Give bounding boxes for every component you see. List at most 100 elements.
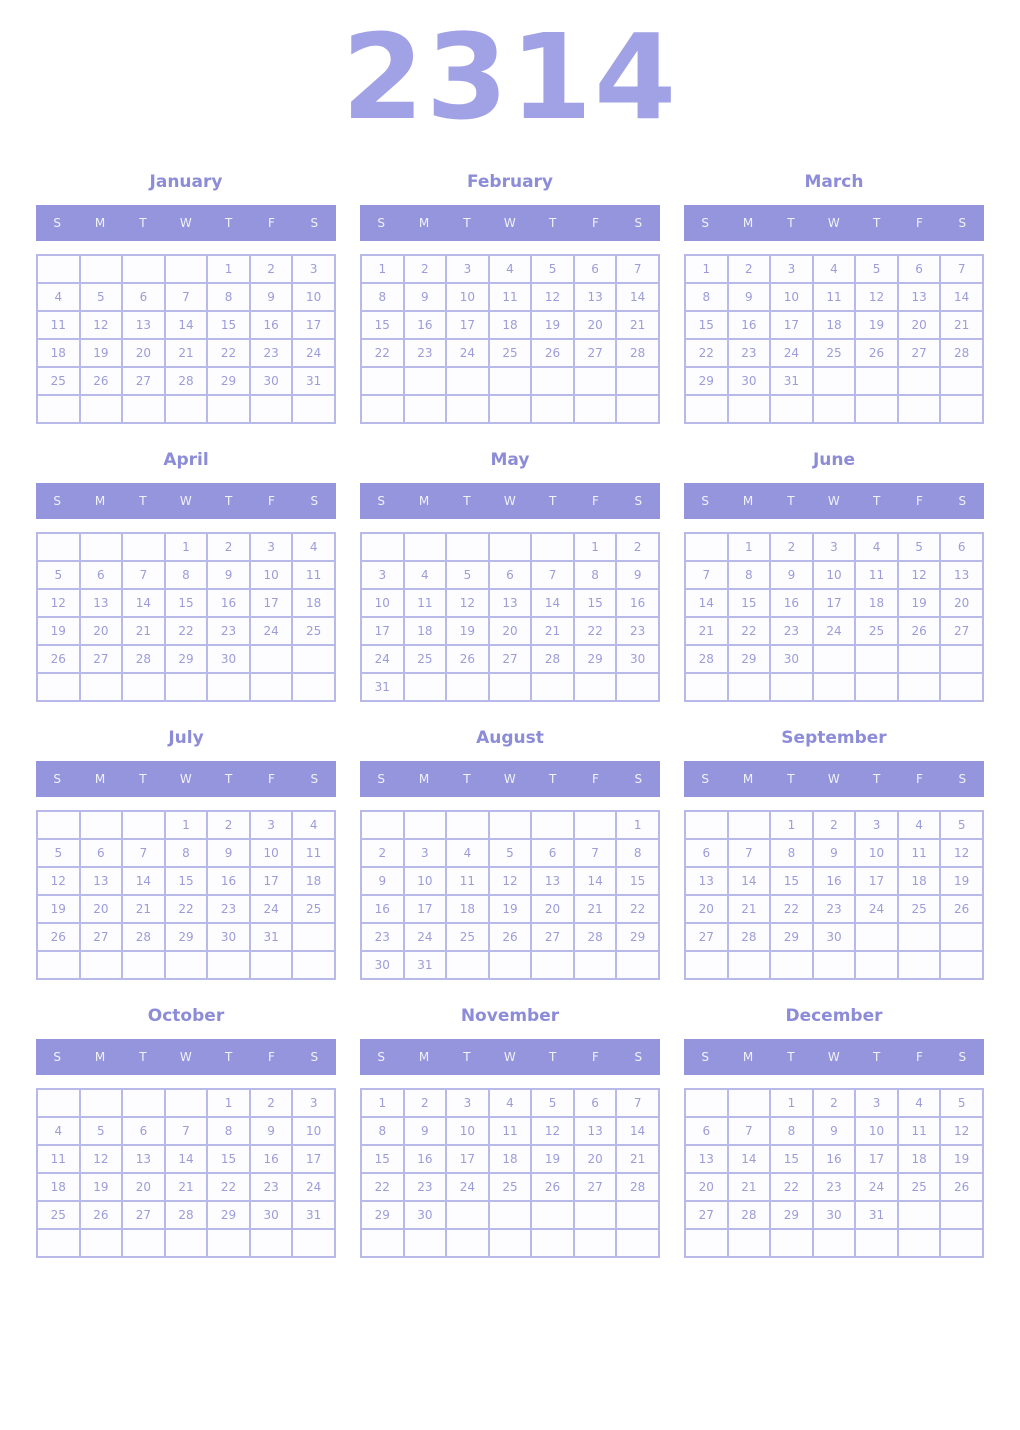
day-cell-empty: [939, 394, 984, 424]
day-cell: 3: [248, 532, 294, 562]
day-cell-empty: [939, 1228, 984, 1258]
day-cell: 26: [36, 922, 81, 952]
weekday-label: M: [94, 1050, 106, 1064]
month-title: May: [490, 450, 530, 470]
day-cell: 4: [36, 282, 81, 312]
day-cell-empty: [78, 672, 124, 702]
weekday-label: W: [503, 772, 517, 786]
day-cell: 5: [530, 1088, 575, 1118]
day-cell: 6: [896, 254, 942, 284]
day-cell: 24: [291, 338, 336, 368]
day-cell: 9: [402, 1116, 448, 1146]
day-cell-empty: [572, 950, 618, 980]
day-cell: 19: [445, 616, 490, 646]
day-cell-empty: [445, 950, 490, 980]
week-row: 27 28 29 30: [684, 922, 984, 952]
week-row: 6 7 8 9 10 11 12: [684, 838, 984, 868]
day-cell-empty: [206, 1228, 251, 1258]
day-cell-empty: [248, 644, 294, 674]
day-cell: 19: [78, 1172, 124, 1202]
day-cell: 16: [769, 588, 814, 618]
day-cell-empty: [811, 672, 857, 702]
day-cell: 17: [291, 310, 336, 340]
day-cell: 31: [360, 672, 405, 702]
day-cell-empty: [487, 366, 533, 396]
day-cell: 10: [402, 866, 448, 896]
week-row: [36, 394, 336, 424]
week-row: 8 9 10 11 12 13 14: [360, 1116, 660, 1146]
weekday-label: S: [377, 216, 386, 230]
day-cell: 28: [615, 338, 660, 368]
month-day-table: 1 2 3 4 5 6 7 8 9 10 11 12 13 14 15 16 17 18 19 20 21 22 23 24 2…: [360, 1088, 660, 1258]
day-cell: 3: [445, 1088, 490, 1118]
day-cell: 17: [402, 894, 448, 924]
month-day-table-body: 1 2 3 4 5 6 7 8 9 10 11 12 13 14 15 16 17 18 19 20 21 22 23 24 2…: [684, 254, 984, 424]
day-cell-empty: [36, 532, 81, 562]
day-cell: 19: [36, 616, 81, 646]
day-cell: 11: [896, 1116, 942, 1146]
day-cell: 25: [445, 922, 490, 952]
day-cell-empty: [487, 672, 533, 702]
day-cell: 21: [726, 1172, 772, 1202]
day-cell: 1: [360, 254, 405, 284]
week-row: 24 25 26 27 28 29 30: [360, 644, 660, 674]
day-cell: 27: [121, 366, 166, 396]
day-cell-empty: [572, 810, 618, 840]
weekday-label: F: [916, 1050, 924, 1064]
day-cell-empty: [939, 672, 984, 702]
weekday-label: T: [139, 1050, 148, 1064]
day-cell: 19: [530, 1144, 575, 1174]
day-cell: 31: [402, 950, 448, 980]
day-cell: 16: [360, 894, 405, 924]
day-cell: 20: [78, 894, 124, 924]
weekday-label: W: [503, 216, 517, 230]
day-cell: 20: [78, 616, 124, 646]
weekday-label: W: [179, 1050, 193, 1064]
month-title: July: [168, 728, 204, 748]
month-day-table-body: 1 2 3 4 5 6 7 8 9 10 11 12 13 14 15 16 17 18 19 20 21 22 23 24 2…: [684, 532, 984, 702]
day-cell: 27: [487, 644, 533, 674]
month-day-table: 1 2 3 4 5 6 7 8 9 10 11 12 13 14 15 16 17 18 19 20 21 22 23 24 2…: [36, 1088, 336, 1258]
weekday-label: M: [742, 772, 754, 786]
day-cell: 28: [572, 922, 618, 952]
day-cell-empty: [854, 950, 899, 980]
weekday-label: F: [916, 772, 924, 786]
day-cell: 9: [360, 866, 405, 896]
day-cell-empty: [939, 922, 984, 952]
day-cell: 24: [445, 1172, 490, 1202]
day-cell-empty: [402, 532, 448, 562]
day-cell-empty: [684, 532, 729, 562]
month-day-table-body: 1 2 3 4 5 6 7 8 9 10 11 12 13 14 15 16 17 18 19 20 21 22 23 24 2…: [360, 1088, 660, 1258]
day-cell-empty: [896, 1228, 942, 1258]
day-cell: 27: [530, 922, 575, 952]
day-cell-empty: [939, 1200, 984, 1230]
day-cell-empty: [402, 394, 448, 424]
day-cell: 17: [445, 1144, 490, 1174]
day-cell: 5: [530, 254, 575, 284]
day-cell: 8: [615, 838, 660, 868]
weekday-label: S: [634, 216, 643, 230]
day-cell: 18: [291, 588, 336, 618]
day-cell: 12: [939, 838, 984, 868]
day-cell: 26: [78, 366, 124, 396]
day-cell-empty: [811, 644, 857, 674]
week-row: [684, 1228, 984, 1258]
day-cell: 31: [769, 366, 814, 396]
day-cell: 22: [163, 894, 209, 924]
month-day-table: 1 2 3 4 5 6 7 8 9 10 11 12 13 14 15 16 17 18 19 20 21 22 23 24 2…: [360, 254, 660, 424]
weekday-label: T: [224, 772, 233, 786]
day-cell-empty: [896, 644, 942, 674]
day-cell-empty: [530, 1228, 575, 1258]
day-cell: 23: [615, 616, 660, 646]
day-cell: 25: [36, 1200, 81, 1230]
day-cell: 8: [684, 282, 729, 312]
weekday-label: S: [958, 1050, 967, 1064]
day-cell-empty: [121, 1088, 166, 1118]
day-cell: 17: [248, 866, 294, 896]
day-cell: 2: [811, 1088, 857, 1118]
day-cell: 13: [121, 1144, 166, 1174]
